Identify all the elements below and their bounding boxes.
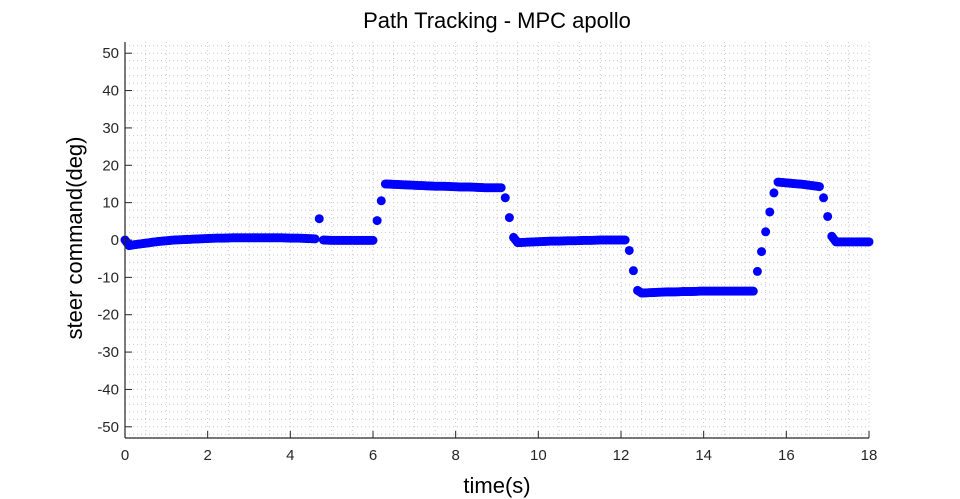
data-point <box>757 247 767 257</box>
y-tick-label: 40 <box>102 83 119 100</box>
x-tick-label: 12 <box>613 447 630 464</box>
x-tick-label: 6 <box>369 447 377 464</box>
y-tick-label: 50 <box>102 45 119 62</box>
y-tick-label: 30 <box>102 120 119 137</box>
y-axis-label: steer command(deg) <box>62 137 87 340</box>
y-tick-label: 20 <box>102 157 119 174</box>
y-tick-label: -30 <box>97 344 119 361</box>
x-tick-label: 8 <box>451 447 459 464</box>
x-axis-label: time(s) <box>463 473 530 498</box>
data-point <box>624 245 634 255</box>
data-point <box>620 235 630 245</box>
data-point <box>496 183 506 193</box>
y-tick-label: 0 <box>111 232 119 249</box>
chart-title: Path Tracking - MPC apollo <box>363 8 631 33</box>
x-tick-label: 18 <box>861 447 878 464</box>
y-tick-label: -40 <box>97 381 119 398</box>
data-point <box>761 227 771 237</box>
data-point <box>500 193 510 203</box>
y-tick-label: 10 <box>102 195 119 212</box>
y-tick-label: -20 <box>97 307 119 324</box>
data-point <box>368 235 378 245</box>
data-point <box>814 182 824 192</box>
x-tick-label: 14 <box>695 447 712 464</box>
data-point <box>752 266 762 276</box>
x-tick-label: 10 <box>530 447 547 464</box>
data-point <box>504 213 514 223</box>
data-point <box>748 286 758 296</box>
data-point <box>376 196 386 206</box>
data-point <box>310 234 320 244</box>
x-tick-label: 0 <box>121 447 129 464</box>
data-point <box>823 211 833 221</box>
grid-lines <box>124 42 870 438</box>
data-point <box>864 237 874 247</box>
data-point <box>628 266 638 276</box>
data-point <box>314 214 324 224</box>
y-tick-label: -10 <box>97 269 119 286</box>
x-tick-label: 2 <box>203 447 211 464</box>
data-point <box>372 216 382 226</box>
data-point <box>765 207 775 217</box>
axes: 0 2 4 6 8 10 12 14 16 18 -50 -40 -30 -20 -10 0 10 20 30 40 5… <box>97 42 877 464</box>
x-tick-label: 16 <box>778 447 795 464</box>
y-tick-label: -50 <box>97 419 119 436</box>
data-points <box>120 177 874 298</box>
x-tick-label: 4 <box>286 447 294 464</box>
data-point <box>819 193 829 203</box>
data-point <box>769 188 779 198</box>
